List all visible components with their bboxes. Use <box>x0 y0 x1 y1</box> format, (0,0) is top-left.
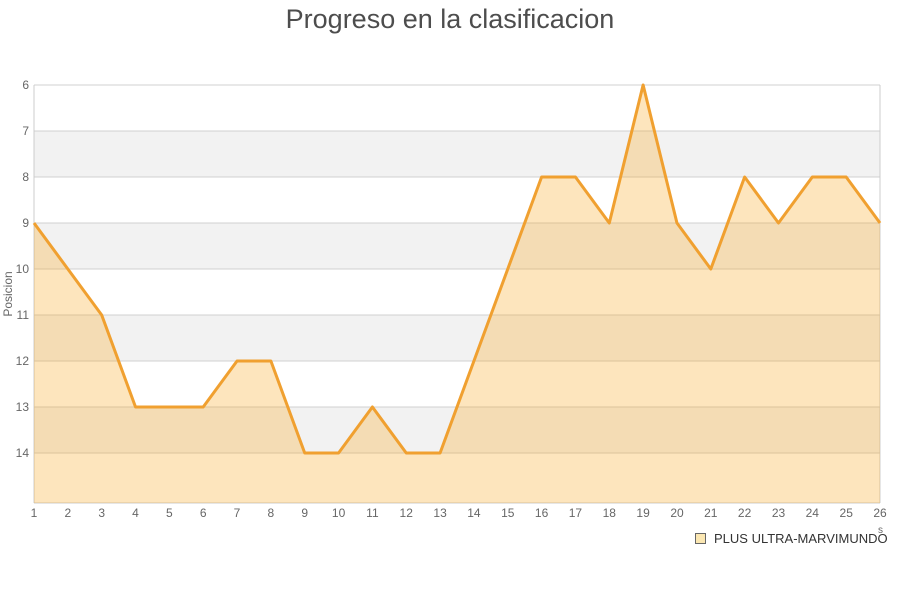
svg-text:17: 17 <box>569 506 583 520</box>
svg-text:18: 18 <box>603 506 617 520</box>
svg-text:2: 2 <box>64 506 71 520</box>
svg-text:10: 10 <box>16 262 30 276</box>
svg-text:5: 5 <box>166 506 173 520</box>
svg-text:22: 22 <box>738 506 752 520</box>
svg-text:16: 16 <box>535 506 549 520</box>
svg-text:7: 7 <box>22 124 29 138</box>
svg-text:23: 23 <box>772 506 786 520</box>
svg-text:8: 8 <box>268 506 275 520</box>
svg-text:14: 14 <box>16 446 30 460</box>
svg-text:7: 7 <box>234 506 241 520</box>
svg-text:11: 11 <box>17 308 30 322</box>
svg-text:11: 11 <box>366 506 379 520</box>
svg-text:24: 24 <box>806 506 820 520</box>
svg-text:13: 13 <box>16 400 30 414</box>
svg-text:4: 4 <box>132 506 139 520</box>
svg-text:8: 8 <box>22 170 29 184</box>
svg-text:9: 9 <box>22 216 29 230</box>
svg-text:13: 13 <box>433 506 447 520</box>
svg-text:12: 12 <box>400 506 414 520</box>
svg-text:20: 20 <box>670 506 684 520</box>
svg-text:6: 6 <box>200 506 207 520</box>
svg-text:26: 26 <box>873 506 887 520</box>
svg-text:15: 15 <box>501 506 515 520</box>
svg-text:3: 3 <box>98 506 105 520</box>
svg-text:9: 9 <box>301 506 308 520</box>
svg-text:10: 10 <box>332 506 346 520</box>
svg-text:1: 1 <box>31 506 38 520</box>
svg-text:12: 12 <box>16 354 30 368</box>
svg-text:6: 6 <box>22 78 29 92</box>
svg-text:21: 21 <box>704 506 718 520</box>
svg-text:25: 25 <box>840 506 854 520</box>
svg-text:19: 19 <box>636 506 650 520</box>
svg-text:14: 14 <box>467 506 481 520</box>
